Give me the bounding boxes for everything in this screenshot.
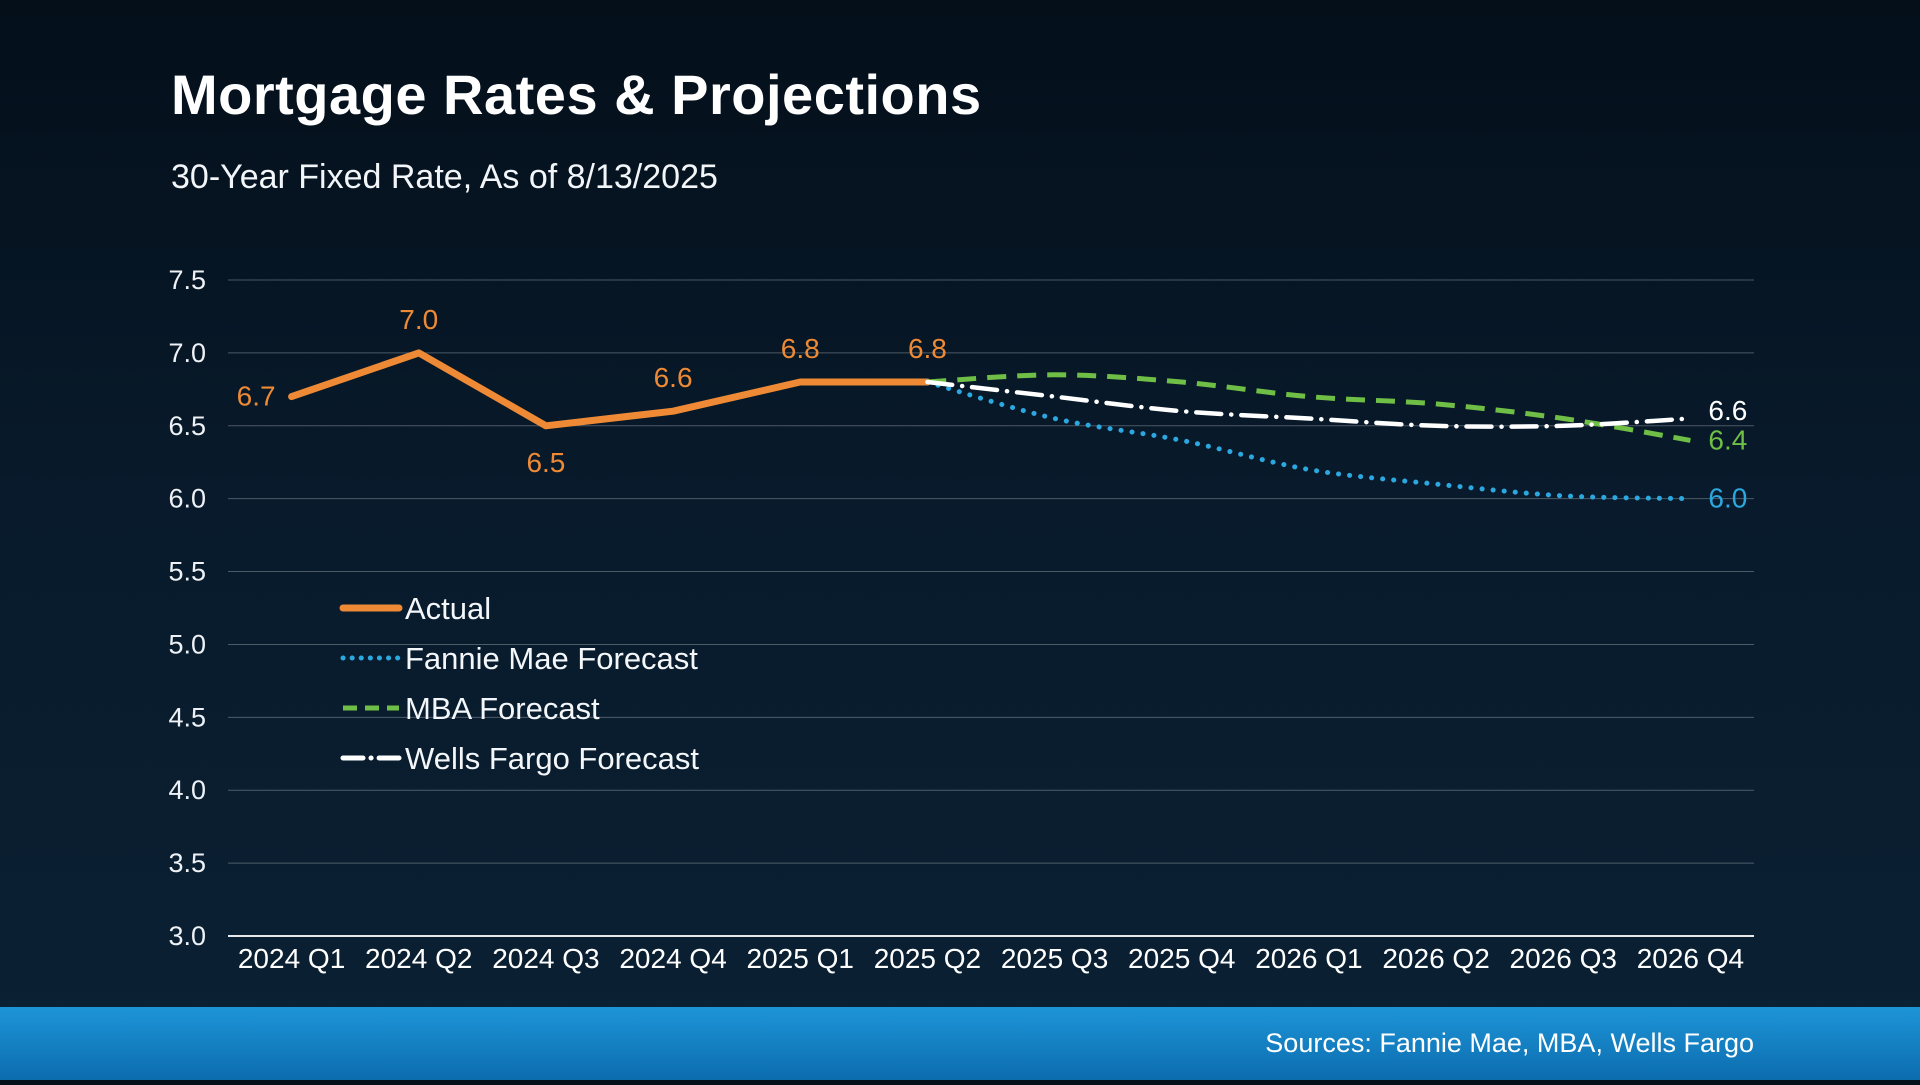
- point-value-label: 6.8: [781, 333, 820, 364]
- y-tick-label: 3.5: [168, 848, 206, 878]
- y-tick-label: 4.5: [168, 702, 206, 732]
- x-tick-label: 2026 Q3: [1510, 943, 1617, 974]
- legend-label-wells-fargo-forecast: Wells Fargo Forecast: [405, 741, 699, 776]
- legend-label-mba-forecast: MBA Forecast: [405, 691, 600, 726]
- y-tick-label: 5.0: [168, 629, 206, 659]
- point-value-label: 7.0: [399, 304, 438, 335]
- sources-text: Sources: Fannie Mae, MBA, Wells Fargo: [1265, 1028, 1754, 1058]
- footer-bar: Sources: Fannie Mae, MBA, Wells Fargo: [0, 1007, 1920, 1080]
- y-tick-label: 3.0: [168, 921, 206, 951]
- series-line-mba-forecast: [927, 372, 1691, 443]
- end-value-label: 6.6: [1708, 395, 1747, 426]
- y-tick-label: 6.5: [168, 411, 206, 441]
- x-tick-label: 2024 Q1: [238, 943, 345, 974]
- legend-label-fannie-mae-forecast: Fannie Mae Forecast: [405, 641, 698, 676]
- page-subtitle: 30-Year Fixed Rate, As of 8/13/2025: [171, 158, 718, 196]
- series-line-fannie-mae-forecast: [924, 379, 1693, 502]
- x-tick-label: 2024 Q3: [492, 943, 599, 974]
- x-tick-label: 2025 Q2: [874, 943, 981, 974]
- end-value-label: 6.4: [1708, 424, 1747, 455]
- point-value-label: 6.6: [654, 362, 693, 393]
- point-value-label: 6.5: [526, 447, 565, 478]
- x-tick-label: 2024 Q4: [619, 943, 726, 974]
- y-tick-label: 7.5: [168, 265, 206, 295]
- page-title: Mortgage Rates & Projections: [171, 63, 982, 126]
- legend-label-actual: Actual: [405, 591, 491, 626]
- x-tick-label: 2025 Q1: [747, 943, 854, 974]
- x-tick-label: 2026 Q4: [1637, 943, 1744, 974]
- x-tick-label: 2025 Q3: [1001, 943, 1108, 974]
- point-value-label: 6.7: [237, 381, 276, 412]
- point-value-label: 6.8: [908, 333, 947, 364]
- series-line-actual: [288, 349, 931, 430]
- end-value-label: 6.0: [1708, 483, 1747, 514]
- x-tick-label: 2024 Q2: [365, 943, 472, 974]
- x-tick-label: 2026 Q2: [1382, 943, 1489, 974]
- series-line-wells-fargo-forecast: [925, 379, 1693, 429]
- y-tick-label: 5.5: [168, 557, 206, 587]
- x-tick-label: 2026 Q1: [1255, 943, 1362, 974]
- y-tick-label: 6.0: [168, 484, 206, 514]
- x-tick-label: 2025 Q4: [1128, 943, 1235, 974]
- y-tick-label: 4.0: [168, 775, 206, 805]
- y-tick-label: 7.0: [168, 338, 206, 368]
